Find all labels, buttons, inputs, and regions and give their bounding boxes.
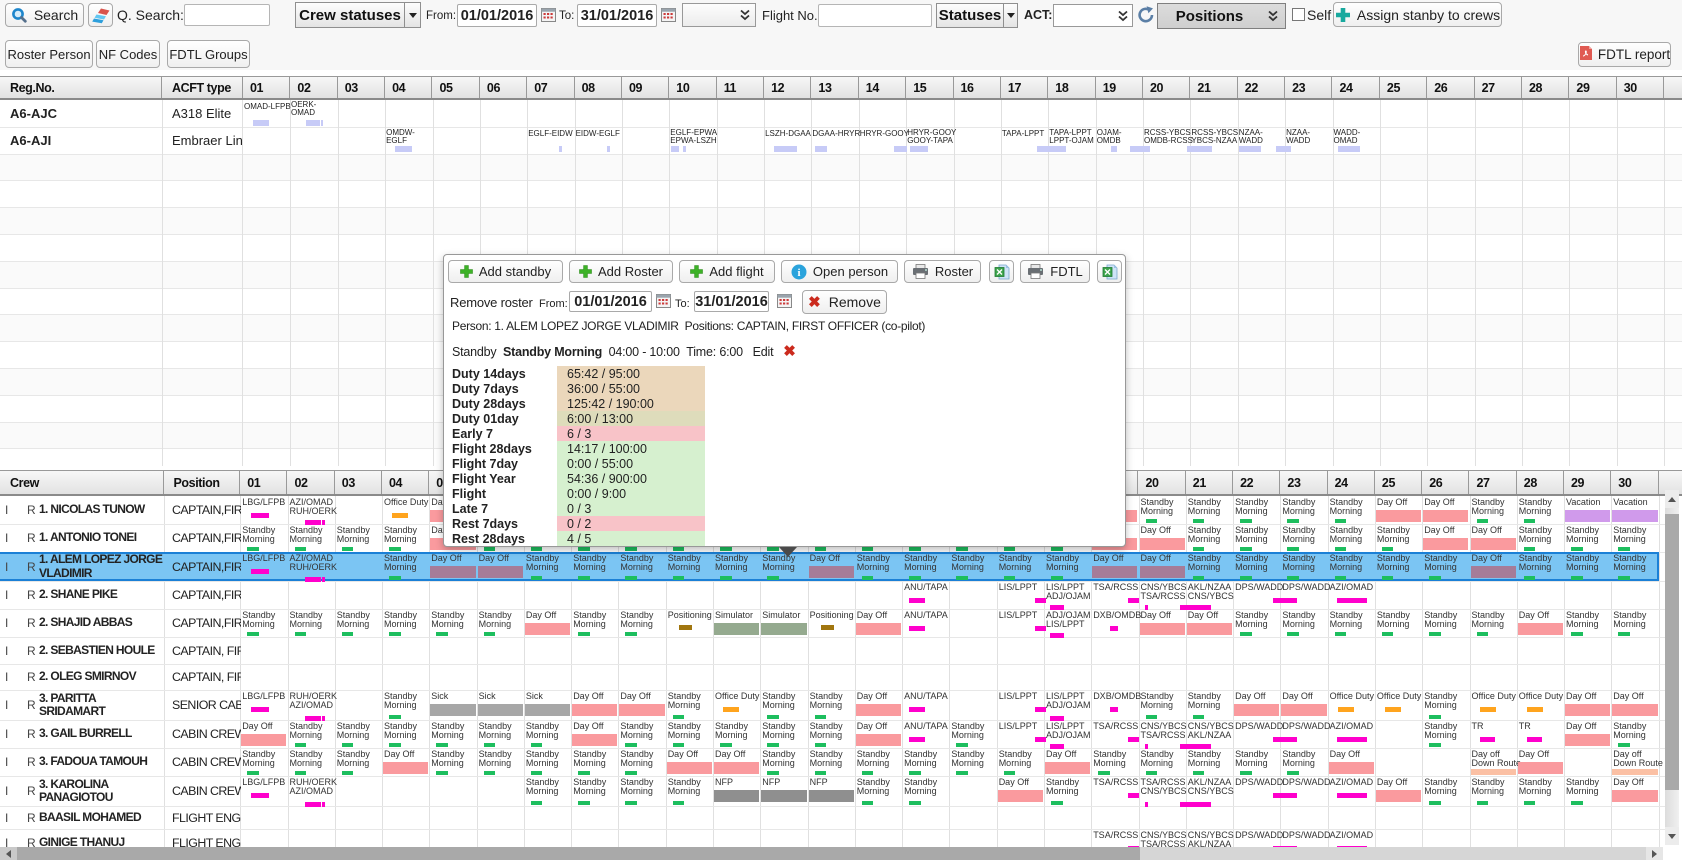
svg-text:i: i bbox=[797, 267, 800, 279]
